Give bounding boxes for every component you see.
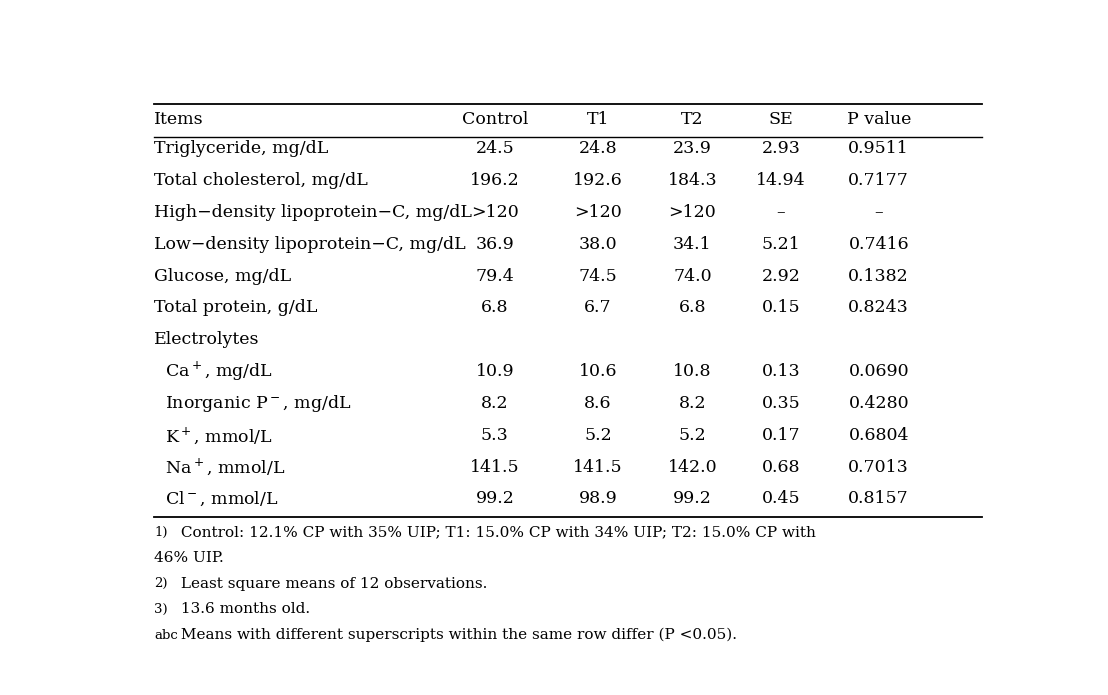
Text: K$^+$, mmol/L: K$^+$, mmol/L bbox=[154, 425, 273, 445]
Text: 2.93: 2.93 bbox=[761, 140, 800, 157]
Text: 74.0: 74.0 bbox=[673, 268, 711, 284]
Text: 8.2: 8.2 bbox=[678, 395, 706, 412]
Text: Items: Items bbox=[154, 111, 204, 129]
Text: 3): 3) bbox=[154, 603, 167, 616]
Text: 2.92: 2.92 bbox=[761, 268, 800, 284]
Text: P value: P value bbox=[847, 111, 911, 129]
Text: Glucose, mg/dL: Glucose, mg/dL bbox=[154, 268, 291, 284]
Text: 38.0: 38.0 bbox=[578, 236, 617, 253]
Text: –: – bbox=[874, 204, 883, 221]
Text: 0.6804: 0.6804 bbox=[849, 427, 909, 444]
Text: –: – bbox=[777, 204, 786, 221]
Text: Total protein, g/dL: Total protein, g/dL bbox=[154, 300, 317, 316]
Text: 0.7177: 0.7177 bbox=[849, 172, 910, 189]
Text: 0.17: 0.17 bbox=[761, 427, 800, 444]
Text: 99.2: 99.2 bbox=[475, 491, 514, 507]
Text: 0.13: 0.13 bbox=[761, 363, 800, 380]
Text: Least square means of 12 observations.: Least square means of 12 observations. bbox=[176, 577, 488, 591]
Text: Triglyceride, mg/dL: Triglyceride, mg/dL bbox=[154, 140, 328, 157]
Text: 0.7416: 0.7416 bbox=[849, 236, 909, 253]
Text: >120: >120 bbox=[471, 204, 519, 221]
Text: 0.8243: 0.8243 bbox=[849, 300, 909, 316]
Text: 0.68: 0.68 bbox=[761, 459, 800, 475]
Text: 34.1: 34.1 bbox=[673, 236, 711, 253]
Text: 0.15: 0.15 bbox=[761, 300, 800, 316]
Text: 0.45: 0.45 bbox=[761, 491, 800, 507]
Text: Low−density lipoprotein−C, mg/dL: Low−density lipoprotein−C, mg/dL bbox=[154, 236, 465, 253]
Text: 98.9: 98.9 bbox=[578, 491, 617, 507]
Text: 6.8: 6.8 bbox=[678, 300, 706, 316]
Text: 142.0: 142.0 bbox=[667, 459, 717, 475]
Text: 13.6 months old.: 13.6 months old. bbox=[176, 603, 310, 616]
Text: 0.7013: 0.7013 bbox=[849, 459, 909, 475]
Text: 5.2: 5.2 bbox=[678, 427, 706, 444]
Text: SE: SE bbox=[769, 111, 793, 129]
Text: Total cholesterol, mg/dL: Total cholesterol, mg/dL bbox=[154, 172, 368, 189]
Text: Means with different superscripts within the same row differ (P <0.05).: Means with different superscripts within… bbox=[176, 628, 737, 642]
Text: Inorganic P$^-$, mg/dL: Inorganic P$^-$, mg/dL bbox=[154, 393, 351, 414]
Text: 0.35: 0.35 bbox=[761, 395, 800, 412]
Text: Ca$^+$, mg/dL: Ca$^+$, mg/dL bbox=[154, 360, 273, 383]
Text: 2): 2) bbox=[154, 578, 167, 590]
Text: 1): 1) bbox=[154, 526, 167, 539]
Text: Electrolytes: Electrolytes bbox=[154, 332, 259, 348]
Text: 74.5: 74.5 bbox=[578, 268, 617, 284]
Text: 0.8157: 0.8157 bbox=[849, 491, 909, 507]
Text: 6.7: 6.7 bbox=[584, 300, 612, 316]
Text: 10.9: 10.9 bbox=[475, 363, 514, 380]
Text: T2: T2 bbox=[681, 111, 704, 129]
Text: 24.8: 24.8 bbox=[578, 140, 617, 157]
Text: 46% UIP.: 46% UIP. bbox=[154, 551, 224, 565]
Text: 99.2: 99.2 bbox=[673, 491, 711, 507]
Text: 5.21: 5.21 bbox=[761, 236, 800, 253]
Text: 36.9: 36.9 bbox=[475, 236, 514, 253]
Text: Cl$^-$, mmol/L: Cl$^-$, mmol/L bbox=[154, 490, 278, 508]
Text: 14.94: 14.94 bbox=[756, 172, 806, 189]
Text: 141.5: 141.5 bbox=[470, 459, 520, 475]
Text: 5.2: 5.2 bbox=[584, 427, 612, 444]
Text: abc: abc bbox=[154, 629, 177, 641]
Text: 0.4280: 0.4280 bbox=[849, 395, 909, 412]
Text: 0.9511: 0.9511 bbox=[849, 140, 909, 157]
Text: Na$^+$, mmol/L: Na$^+$, mmol/L bbox=[154, 457, 285, 477]
Text: 192.6: 192.6 bbox=[573, 172, 623, 189]
Text: 184.3: 184.3 bbox=[667, 172, 717, 189]
Text: 0.1382: 0.1382 bbox=[849, 268, 909, 284]
Text: Control: Control bbox=[462, 111, 529, 129]
Text: Control: 12.1% CP with 35% UIP; T1: 15.0% CP with 34% UIP; T2: 15.0% CP with: Control: 12.1% CP with 35% UIP; T1: 15.0… bbox=[176, 525, 817, 539]
Text: High−density lipoprotein−C, mg/dL: High−density lipoprotein−C, mg/dL bbox=[154, 204, 472, 221]
Text: 8.2: 8.2 bbox=[481, 395, 509, 412]
Text: 141.5: 141.5 bbox=[573, 459, 623, 475]
Text: 5.3: 5.3 bbox=[481, 427, 509, 444]
Text: 196.2: 196.2 bbox=[470, 172, 520, 189]
Text: 10.6: 10.6 bbox=[578, 363, 617, 380]
Text: 23.9: 23.9 bbox=[673, 140, 711, 157]
Text: >120: >120 bbox=[668, 204, 716, 221]
Text: 10.8: 10.8 bbox=[674, 363, 711, 380]
Text: 0.0690: 0.0690 bbox=[849, 363, 909, 380]
Text: 79.4: 79.4 bbox=[475, 268, 514, 284]
Text: 24.5: 24.5 bbox=[475, 140, 514, 157]
Text: 8.6: 8.6 bbox=[584, 395, 612, 412]
Text: 6.8: 6.8 bbox=[481, 300, 509, 316]
Text: T1: T1 bbox=[586, 111, 609, 129]
Text: >120: >120 bbox=[574, 204, 622, 221]
